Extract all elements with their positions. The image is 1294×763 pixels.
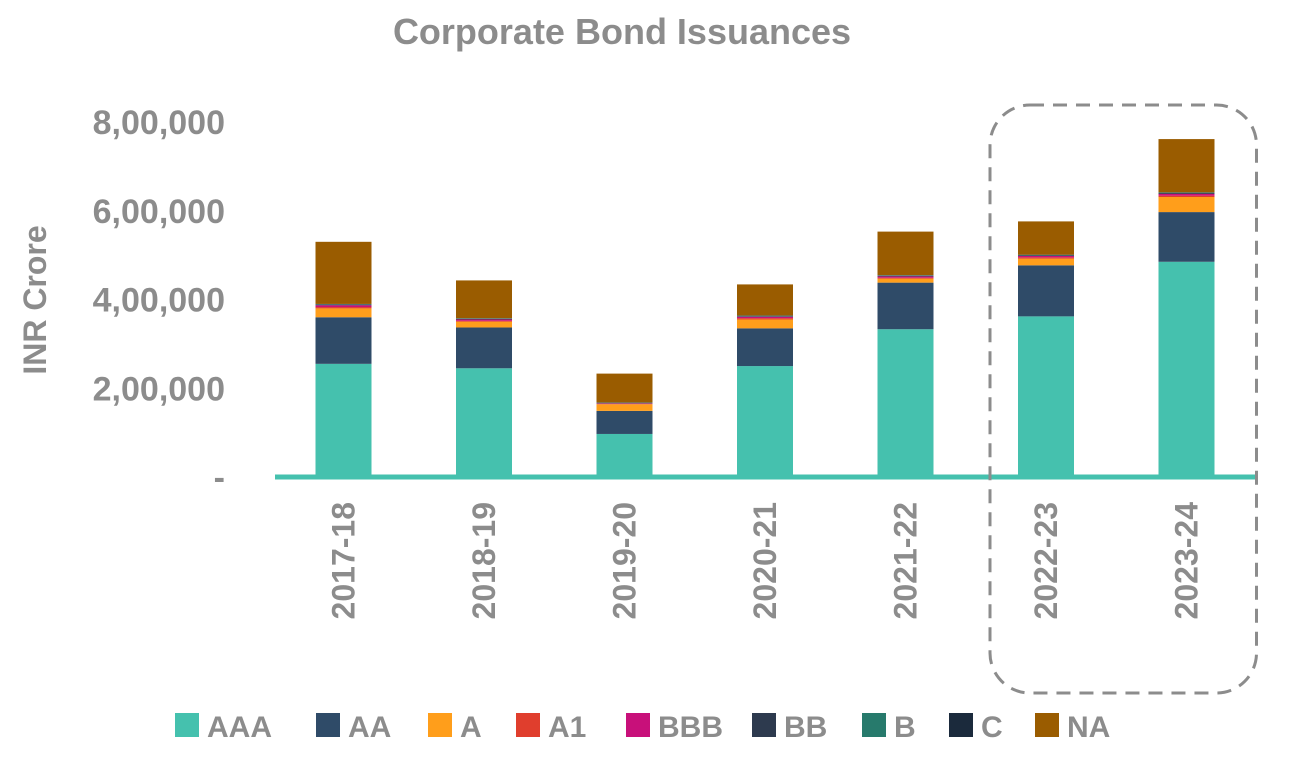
y-tick-label: 8,00,000 — [93, 104, 225, 142]
legend-swatch-c — [949, 713, 973, 737]
x-tick-label: 2019-20 — [607, 502, 643, 619]
bars — [315, 139, 1215, 477]
legend-label-a1: A1 — [548, 711, 586, 744]
legend-label-c: C — [981, 711, 1003, 744]
bar-segment-na — [596, 373, 653, 403]
legend-label-a: A — [460, 711, 482, 744]
bar-segment-aa — [737, 328, 793, 367]
bar-segment-bbb — [1158, 193, 1215, 196]
y-tick-label: 6,00,000 — [93, 193, 225, 231]
x-tick-label: 2018-19 — [466, 502, 502, 619]
bar-segment-a1 — [737, 318, 793, 320]
bar-segment-na — [1018, 221, 1074, 255]
bar-segment-a — [1158, 196, 1215, 213]
bar-segment-bbb — [456, 319, 512, 321]
legend-label-aaa: AAA — [207, 711, 272, 744]
bar-segment-aaa — [1158, 261, 1215, 477]
legend-label-bb: BB — [784, 711, 827, 744]
x-axis-ticks: 2017-18 2018-19 2019-20 2020-21 2021-22 2022-… — [326, 502, 1205, 620]
x-tick-label: 2017-18 — [326, 502, 362, 619]
bar-segment-a1 — [1158, 195, 1215, 197]
legend-swatch-bbb — [626, 713, 650, 737]
legend-swatch-na — [1035, 713, 1059, 737]
bar-segment-a1 — [456, 320, 512, 322]
x-tick-label: 2022-23 — [1028, 502, 1064, 619]
bar-segment-aaa — [877, 329, 934, 477]
bar-segment-bbb — [737, 316, 793, 319]
bar-segment-na — [456, 280, 512, 319]
legend-label-bbb: BBB — [658, 711, 723, 744]
bar-segment-na — [1158, 139, 1215, 193]
bar-segment-bb — [1158, 193, 1215, 194]
bar-segment-a — [596, 404, 653, 411]
bar-segment-bbb — [315, 305, 372, 308]
bar-segment-aa — [1158, 212, 1215, 262]
bar-segment-na — [737, 284, 793, 316]
bar-segment-aaa — [315, 363, 372, 477]
y-axis-ticks: - 2,00,000 4,00,000 6,00,000 8,00,000 — [93, 104, 225, 497]
bar-segment-bb — [315, 304, 372, 306]
bar-segment-bbb — [1018, 256, 1074, 258]
bar-segment-bbb — [877, 276, 934, 278]
y-tick-label: 2,00,000 — [93, 370, 225, 408]
bar-segment-aa — [315, 317, 372, 364]
x-tick-label: 2021-22 — [888, 502, 924, 619]
highlight-box — [988, 103, 1258, 695]
chart-title: Corporate Bond Issuances — [393, 11, 851, 52]
legend-label-b: B — [894, 711, 916, 744]
bar-segment-a — [877, 278, 934, 283]
x-tick-label: 2023-24 — [1169, 502, 1205, 620]
bar-segment-aa — [596, 410, 653, 434]
y-tick-label: 4,00,000 — [93, 282, 225, 320]
bar-segment-aaa — [596, 433, 653, 477]
bar-segment-bb — [1018, 255, 1074, 257]
bar-segment-a — [1018, 258, 1074, 266]
legend-swatch-a1 — [516, 713, 540, 737]
bar-segment-a — [456, 321, 512, 328]
legend-swatch-aa — [316, 713, 340, 737]
y-axis-label: INR Crore — [17, 225, 53, 374]
y-tick-label: - — [214, 459, 225, 497]
bar-segment-bb — [456, 318, 512, 320]
bar-segment-a — [315, 308, 372, 318]
bar-segment-aaa — [1018, 316, 1074, 477]
bar-segment-bb — [737, 316, 793, 317]
bar-segment-aa — [1018, 265, 1074, 317]
bar-segment-aa — [877, 282, 934, 330]
bar-segment-aaa — [737, 366, 793, 477]
legend-swatch-aaa — [175, 713, 199, 737]
bar-segment-na — [877, 231, 934, 276]
legend-label-aa: AA — [348, 711, 391, 744]
legend: AAA AA A A1 BBB BB B C NA — [175, 711, 1110, 744]
bar-segment-bb — [877, 275, 934, 277]
bar-segment-aaa — [456, 368, 512, 477]
bar-segment-aa — [456, 327, 512, 369]
legend-swatch-a — [428, 713, 452, 737]
bar-segment-a1 — [877, 277, 934, 279]
bar-segment-na — [315, 241, 372, 304]
legend-swatch-bb — [752, 713, 776, 737]
legend-swatch-b — [862, 713, 886, 737]
bar-segment-a1 — [1018, 257, 1074, 259]
x-tick-label: 2020-21 — [747, 502, 783, 619]
bar-segment-a1 — [315, 307, 372, 309]
bar-segment-a — [737, 319, 793, 329]
legend-label-na: NA — [1067, 711, 1110, 744]
